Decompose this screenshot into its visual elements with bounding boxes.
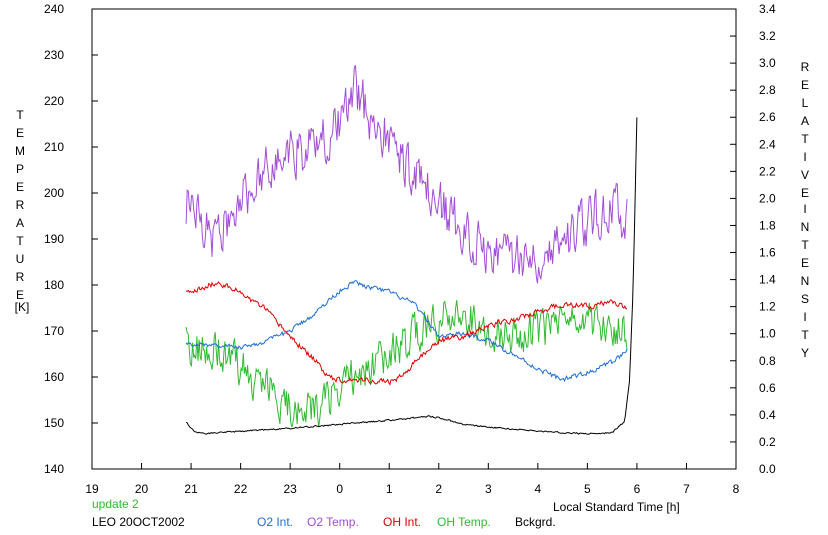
axis-layer: 1401501601701801902002102202302400.00.20…	[44, 2, 776, 496]
right-tick-label: 0.8	[759, 354, 776, 368]
left-axis-label-letter: U	[15, 252, 25, 266]
right-axis-label-intensity-letter: T	[801, 238, 809, 252]
left-tick-label: 200	[44, 186, 64, 200]
left-tick-label: 220	[44, 94, 64, 108]
left-axis-label-letter: P	[15, 162, 24, 176]
x-tick-label: 20	[135, 482, 149, 496]
right-tick-label: 1.8	[759, 218, 776, 232]
right-tick-label: 1.4	[759, 273, 776, 287]
right-axis-label-intensity-letter: E	[800, 256, 809, 270]
right-axis-label-relative-letter: V	[800, 168, 809, 182]
series-line-o2-int	[185, 280, 628, 383]
x-tick-label: 22	[234, 482, 248, 496]
right-tick-label: 1.2	[759, 300, 776, 314]
x-tick-label: 21	[184, 482, 198, 496]
right-tick-label: 2.0	[759, 191, 776, 205]
right-axis-label-intensity-letter: S	[800, 292, 809, 306]
x-tick-label: 1	[386, 482, 393, 496]
x-tick-label: 4	[535, 482, 542, 496]
right-axis-label-intensity-letter: T	[801, 328, 809, 342]
left-tick-label: 170	[44, 324, 64, 338]
left-axis-label-letter: R	[15, 270, 25, 284]
right-axis-label-relative-letter: I	[803, 150, 807, 164]
update-note: update 2	[92, 497, 139, 511]
right-tick-label: 2.2	[759, 164, 776, 178]
x-tick-label: 7	[683, 482, 690, 496]
right-tick-label: 2.6	[759, 110, 776, 124]
legend-oh-temp: OH Temp.	[437, 515, 491, 529]
right-axis-label-relative-letter: L	[801, 96, 809, 110]
series-line-o2-temp	[185, 65, 628, 284]
right-axis-label-intensity-letter: N	[800, 220, 810, 234]
left-tick-label: 210	[44, 140, 64, 154]
right-tick-label: 0.0	[759, 462, 776, 476]
right-tick-label: 3.4	[759, 2, 776, 16]
left-tick-label: 230	[44, 48, 64, 62]
left-axis-label-letter: T	[16, 108, 24, 122]
right-axis-label-intensity-letter: Y	[800, 346, 809, 360]
right-axis-label-relative-letter: R	[800, 60, 810, 74]
plot-frame	[91, 8, 737, 470]
right-axis-label-relative-letter: A	[800, 114, 809, 128]
left-axis-label-letter: E	[15, 180, 24, 194]
legend-oh-int: OH Int.	[383, 515, 422, 529]
right-tick-label: 3.0	[759, 56, 776, 70]
right-tick-label: 0.2	[759, 435, 776, 449]
left-tick-label: 160	[44, 370, 64, 384]
right-tick-label: 1.0	[759, 327, 776, 341]
x-tick-label: 23	[283, 482, 297, 496]
right-tick-label: 0.6	[759, 381, 776, 395]
left-axis-label-letter: R	[15, 198, 25, 212]
right-axis-label-relative-letter: T	[801, 132, 809, 146]
left-tick-label: 140	[44, 462, 64, 476]
right-axis-label-intensity-letter: I	[803, 202, 807, 216]
left-axis-label-letter: E	[15, 126, 24, 140]
left-tick-label: 150	[44, 416, 64, 430]
right-tick-label: 0.4	[759, 408, 776, 422]
right-tick-label: 1.6	[759, 246, 776, 260]
right-axis-label-intensity-letter: I	[803, 310, 807, 324]
left-axis-unit: [K]	[14, 300, 30, 314]
x-tick-label: 5	[584, 482, 591, 496]
left-axis-label-letter: A	[15, 216, 24, 230]
left-axis-label-letter: M	[15, 144, 25, 158]
station-date-note: LEO 20OCT2002	[92, 515, 185, 529]
right-axis-label-relative-letter: E	[800, 186, 809, 200]
legend-o2-int: O2 Int.	[257, 515, 294, 529]
series-line-oh-int	[185, 281, 628, 386]
x-tick-label: 6	[634, 482, 641, 496]
left-tick-label: 190	[44, 232, 64, 246]
legend-bckgrd: Bckgrd.	[515, 515, 556, 529]
right-tick-label: 3.2	[759, 29, 776, 43]
x-tick-label: 8	[733, 482, 740, 496]
right-axis-label-relative-letter: E	[800, 78, 809, 92]
x-tick-label: 3	[485, 482, 492, 496]
left-tick-label: 180	[44, 278, 64, 292]
series-line-oh-temp	[185, 300, 628, 428]
left-tick-label: 240	[44, 2, 64, 16]
left-axis-label-letter: T	[16, 234, 24, 248]
x-tick-label: 19	[85, 482, 99, 496]
right-tick-label: 2.4	[759, 137, 776, 151]
legend-o2-temp: O2 Temp.	[307, 515, 359, 529]
x-axis-label: Local Standard Time [h]	[553, 500, 680, 514]
x-tick-label: 0	[336, 482, 343, 496]
left-axis-label-letter: E	[15, 288, 24, 302]
right-axis-label-intensity-letter: N	[800, 274, 810, 288]
right-tick-label: 2.8	[759, 83, 776, 97]
series-line-bckgrd	[185, 117, 638, 435]
x-tick-label: 2	[435, 482, 442, 496]
series-layer	[185, 65, 638, 435]
